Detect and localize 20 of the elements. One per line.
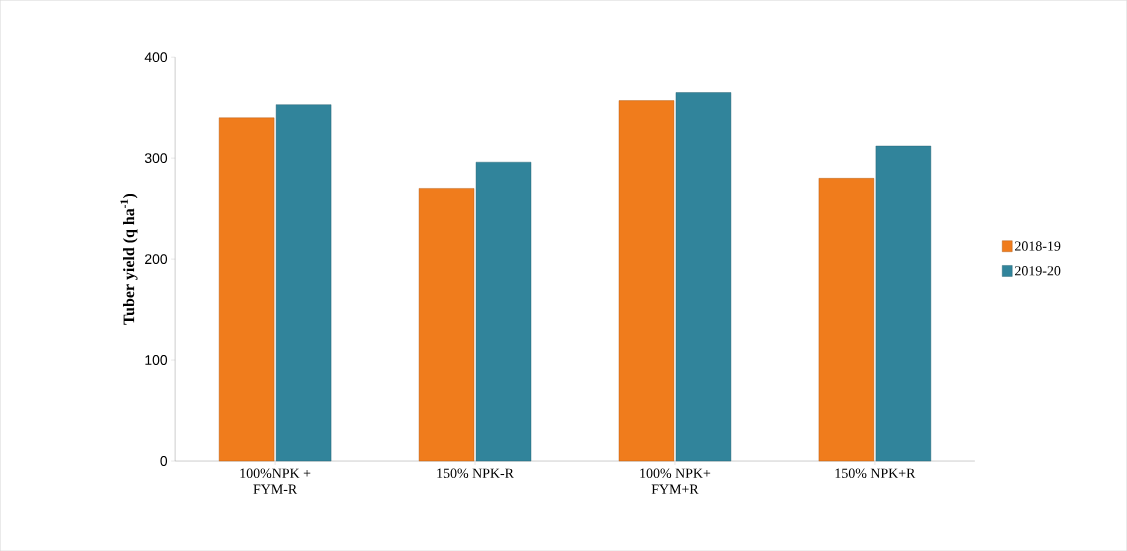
legend-label: 2018-19	[1015, 241, 1061, 251]
y-tick-label: 400	[144, 52, 168, 63]
x-tick-label: 100% NPK+ FYM+R	[640, 468, 711, 494]
bar	[618, 100, 675, 462]
bar	[418, 188, 475, 462]
bar	[275, 104, 332, 462]
x-tick-label: 150% NPK+R	[835, 468, 916, 478]
bar	[875, 145, 932, 462]
y-tick-label: 0	[160, 455, 168, 466]
y-tick-label: 100	[145, 355, 168, 365]
x-tick-label: 150% NPK-R	[437, 468, 514, 478]
x-tick-label: 100%NPK + FYM-R	[240, 468, 311, 494]
legend-label: 2019-20	[1015, 266, 1061, 276]
bar	[675, 92, 732, 462]
y-axis-title: Tuber yield (q ha$^{-1}$)	[120, 193, 138, 325]
bar	[218, 117, 275, 462]
y-tick-label: 200	[145, 254, 168, 264]
bar	[818, 178, 875, 462]
bar	[475, 161, 532, 462]
y-tick-label: 300	[144, 153, 168, 163]
